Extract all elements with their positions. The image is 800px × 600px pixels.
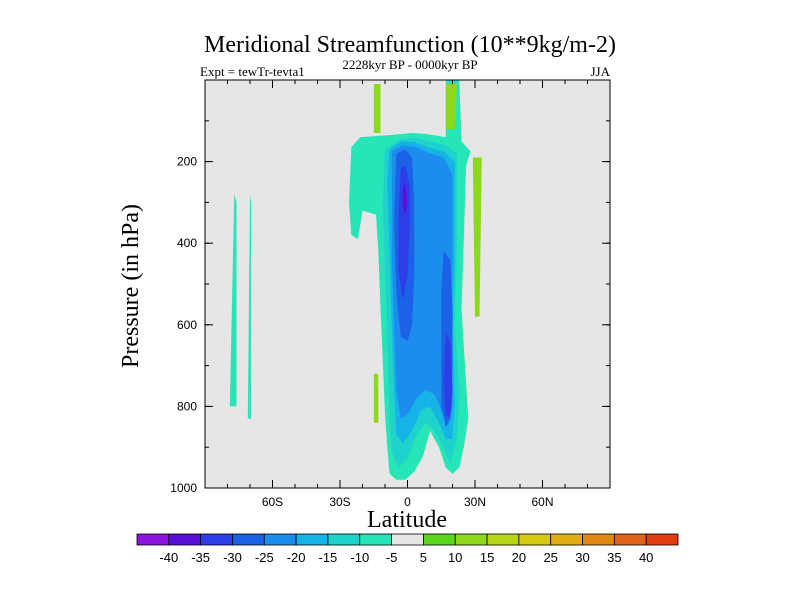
- colorbar-swatch: [391, 533, 424, 546]
- colorbar-swatch: [518, 533, 552, 546]
- contour-fills: [229, 80, 482, 480]
- nh-green-patch: [472, 157, 482, 317]
- colorbar-label: 5: [420, 550, 427, 565]
- colorbar-label: -5: [386, 550, 398, 565]
- experiment-label: Expt = tewTr-tevta1: [200, 64, 305, 79]
- west-ribbon-60s: [229, 194, 237, 407]
- colorbar-swatch: [613, 533, 647, 546]
- x-tick-label: 60N: [531, 495, 553, 509]
- colorbar-label: -20: [287, 550, 306, 565]
- colorbar-swatch: [327, 533, 361, 546]
- axis-ticks: 200 400 600 800 1000 60S 30S 0 30N 60N: [170, 79, 611, 509]
- colorbar-label: 30: [575, 550, 589, 565]
- colorbar-label: -35: [191, 550, 210, 565]
- colorbar-swatch: [550, 533, 583, 546]
- colorbar-label: 35: [607, 550, 621, 565]
- colorbar-swatch: [200, 533, 233, 546]
- colorbar-label: -15: [319, 550, 338, 565]
- cell-band-35-right: [443, 333, 453, 419]
- colorbar-label: -10: [350, 550, 369, 565]
- colorbar-swatch: [359, 533, 392, 546]
- x-tick-label: 30N: [464, 495, 486, 509]
- colorbar-label: -40: [159, 550, 178, 565]
- x-tick-label: 60S: [262, 495, 283, 509]
- colorbar-label: 10: [448, 550, 462, 565]
- x-tick-label: 30S: [329, 495, 350, 509]
- plot-area: 200 400 600 800 1000 60S 30S 0 30N 60N: [170, 79, 611, 509]
- chart-title: Meridional Streamfunction (10**9kg/m-2): [204, 32, 616, 58]
- colorbar-swatch: [168, 533, 202, 546]
- colorbar-swatch: [263, 533, 297, 546]
- colorbar-label: 25: [543, 550, 557, 565]
- y-tick-label: 800: [177, 399, 197, 413]
- lower-green-patch: [373, 373, 379, 423]
- x-axis-label: Latitude: [367, 507, 447, 533]
- x-tick-label: 0: [404, 495, 411, 509]
- colorbar-swatch: [295, 533, 329, 546]
- y-axis-label: Pressure (in hPa): [118, 204, 144, 368]
- colorbar-label: -30: [223, 550, 242, 565]
- y-tick-label: 200: [177, 155, 197, 169]
- y-tick-label: 600: [177, 318, 197, 332]
- colorbar-swatch: [486, 533, 520, 546]
- chart-subtitle: 2228kyr BP - 0000kyr BP: [342, 57, 477, 72]
- colorbar-label: 20: [512, 550, 526, 565]
- y-tick-label: 400: [177, 236, 197, 250]
- colorbar-swatch: [454, 533, 488, 546]
- top-green-strip: [445, 84, 457, 129]
- colorbar-swatch: [423, 533, 456, 546]
- colorbar-label: 15: [480, 550, 494, 565]
- colorbar-swatch: [232, 533, 265, 546]
- y-tick-label: 1000: [170, 481, 197, 495]
- colorbar-swatch: [136, 533, 170, 546]
- narrow-strip-70s: [247, 194, 252, 419]
- cell-band-40: [403, 184, 408, 215]
- upper-green-patch: [373, 84, 381, 133]
- colorbar-label: -25: [255, 550, 274, 565]
- colorbar-swatch: [645, 533, 679, 546]
- colorbar-swatch: [582, 533, 615, 546]
- season-label: JJA: [590, 64, 610, 79]
- colorbar-label: 40: [639, 550, 653, 565]
- colorbar: -40 -35 -30 -25 -20 -15 -10 -5 5 10 15 20 25 30 35 40: [136, 533, 679, 565]
